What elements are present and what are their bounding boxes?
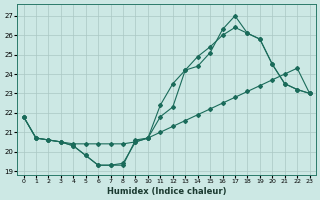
X-axis label: Humidex (Indice chaleur): Humidex (Indice chaleur)	[107, 187, 226, 196]
